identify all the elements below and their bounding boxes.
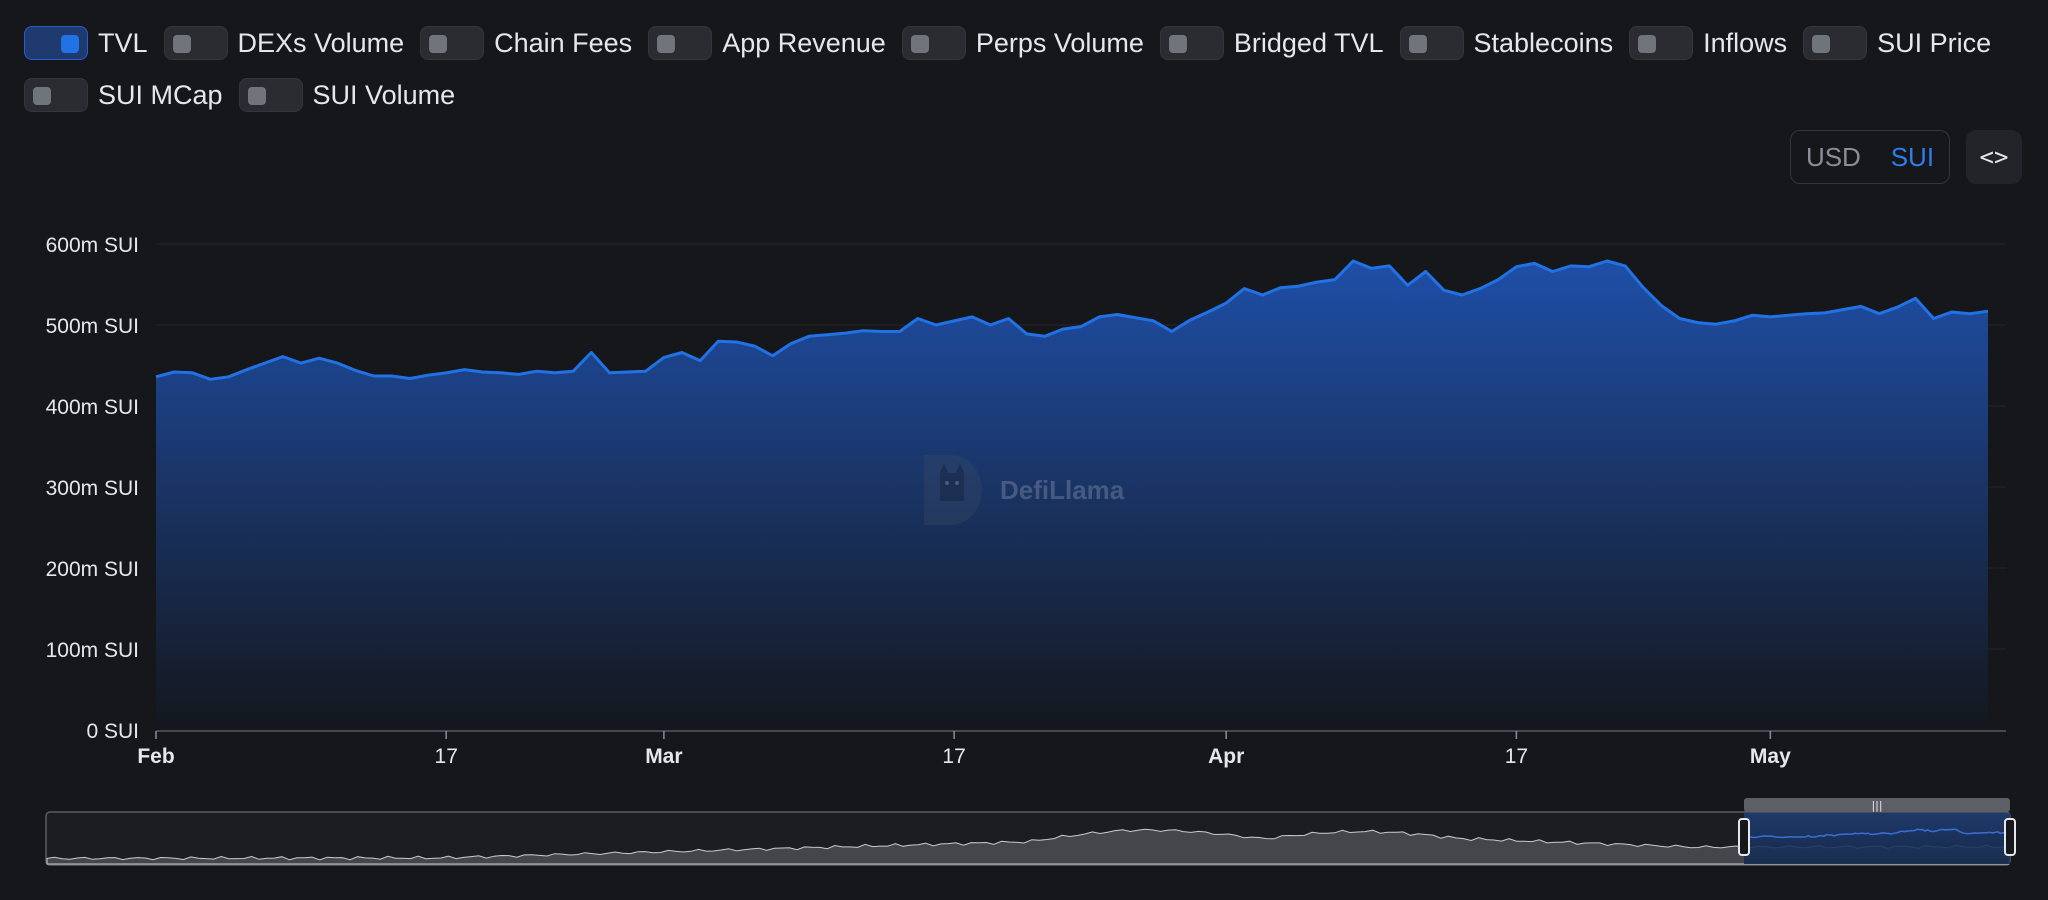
toggle-knob <box>1408 35 1427 53</box>
toggle-label: Perps Volume <box>975 27 1144 58</box>
toggle-switch[interactable] <box>1159 26 1224 60</box>
x-tick-label: 17 <box>1505 745 1528 768</box>
toggle-switch[interactable] <box>420 26 485 60</box>
y-tick-label: 400m SUI <box>46 396 139 419</box>
toggle-switch[interactable] <box>901 26 966 60</box>
x-tick-label: 17 <box>942 745 965 768</box>
tvl-area <box>156 261 1988 730</box>
toggle-label: TVL <box>98 27 148 58</box>
embed-code-button[interactable]: <> <box>1966 130 2022 184</box>
toggle-knob <box>429 35 448 53</box>
toggle-app-revenue[interactable]: App Revenue <box>648 22 886 64</box>
toggle-label: SUI MCap <box>98 79 223 110</box>
toggle-label: Bridged TVL <box>1233 27 1384 58</box>
toggle-knob <box>247 87 266 105</box>
toggle-sui-mcap[interactable]: SUI MCap <box>24 74 223 116</box>
toggle-label: Inflows <box>1703 27 1788 58</box>
toggle-sui-price[interactable]: SUI Price <box>1803 22 1991 64</box>
toggle-sui-volume[interactable]: SUI Volume <box>238 74 456 116</box>
toggle-knob <box>910 35 929 53</box>
watermark-text: DefiLlama <box>1000 474 1125 505</box>
range-minimap[interactable]: ||| <box>45 798 2016 866</box>
metric-toggles: TVL DEXs Volume Chain Fees App Revenue Perps… <box>24 22 2024 116</box>
toggle-stablecoins[interactable]: Stablecoins <box>1399 22 1614 64</box>
toggle-switch[interactable] <box>24 26 88 60</box>
defillama-logo-icon <box>924 455 982 525</box>
toggle-knob <box>1168 35 1187 53</box>
x-tick-label: Feb <box>137 745 174 768</box>
toggle-chain-fees[interactable]: Chain Fees <box>420 22 632 64</box>
x-tick-label: Mar <box>645 745 682 768</box>
toggle-bridged-tvl[interactable]: Bridged TVL <box>1159 22 1384 64</box>
toggle-switch[interactable] <box>1629 26 1694 60</box>
toggle-label: Chain Fees <box>494 27 633 58</box>
x-tick-label: Apr <box>1208 745 1244 768</box>
x-tick-label: May <box>1750 745 1791 768</box>
toggle-label: DEXs Volume <box>237 27 405 58</box>
toggle-dexs-volume[interactable]: DEXs Volume <box>163 22 405 64</box>
usd-option[interactable]: USD <box>1805 141 1861 172</box>
toggle-inflows[interactable]: Inflows <box>1629 22 1787 64</box>
y-tick-label: 500m SUI <box>46 315 139 338</box>
toggle-switch[interactable] <box>1803 26 1868 60</box>
toggle-switch[interactable] <box>163 26 228 60</box>
y-tick-label: 600m SUI <box>46 234 139 257</box>
minimap-grip-icon: ||| <box>1871 799 1882 812</box>
x-axis: Feb 17 Mar 17 Apr 17 May <box>137 731 1791 768</box>
toggle-knob <box>1638 35 1657 53</box>
tvl-line <box>155 259 1989 381</box>
toggle-knob <box>33 87 51 105</box>
minimap-left-handle[interactable] <box>1738 818 1750 856</box>
defillama-watermark: DefiLlama <box>920 450 1140 530</box>
toggle-knob <box>172 35 191 53</box>
toggle-switch[interactable] <box>24 78 88 112</box>
toggle-knob <box>1812 35 1831 53</box>
minimap-area <box>46 828 2010 865</box>
denomination-switch: USD SUI <box>1790 130 1950 184</box>
y-tick-label: 300m SUI <box>46 477 139 500</box>
y-axis: 0 SUI 100m SUI 200m SUI 300m SUI 400m SUI 500… <box>46 234 139 743</box>
toggle-perps-volume[interactable]: Perps Volume <box>901 22 1144 64</box>
toggle-label: App Revenue <box>722 27 886 58</box>
minimap-drag-bar[interactable] <box>1744 798 2010 812</box>
minimap-right-handle[interactable] <box>2004 818 2016 856</box>
toggle-label: SUI Price <box>1877 27 1992 58</box>
x-tick-label: 17 <box>435 745 458 768</box>
toggle-switch[interactable] <box>238 78 303 112</box>
toggle-knob <box>657 35 676 53</box>
minimap-selection-line <box>1745 828 2009 839</box>
y-tick-label: 200m SUI <box>46 558 139 581</box>
minimap-selection[interactable] <box>1744 813 2010 864</box>
toggle-switch[interactable] <box>648 26 713 60</box>
sui-option[interactable]: SUI <box>1890 141 1935 172</box>
y-tick-label: 100m SUI <box>46 639 139 662</box>
y-tick-label: 0 SUI <box>86 720 139 743</box>
toggle-knob <box>61 35 79 53</box>
toggle-tvl[interactable]: TVL <box>24 22 148 64</box>
toggle-switch[interactable] <box>1399 26 1464 60</box>
toggle-label: SUI Volume <box>312 79 456 110</box>
toggle-label: Stablecoins <box>1473 27 1614 58</box>
